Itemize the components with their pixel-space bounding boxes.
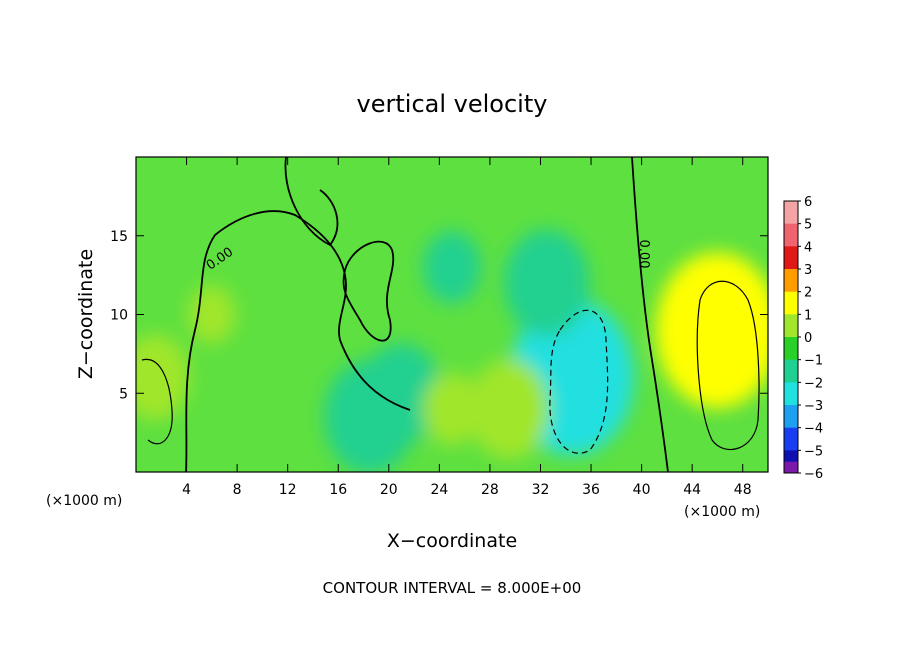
colorbar-label: −2 [804, 376, 823, 391]
colorbar-segment [784, 427, 798, 451]
chart-title: vertical velocity [357, 90, 548, 118]
colorbar-segment [784, 337, 798, 361]
x-tick-label: 24 [430, 482, 448, 498]
colorbar-label: −5 [804, 444, 823, 459]
x-tick-label: 20 [380, 482, 398, 498]
field-blob-4-ring-1 [423, 231, 481, 304]
field-blob-9-ring-1 [188, 285, 236, 344]
colorbar-segment [784, 359, 798, 383]
contour-left-core [141, 358, 173, 445]
colorbar-segment [784, 405, 798, 429]
field-blob-8-ring-1 [423, 373, 481, 445]
x-tick-label: 4 [182, 482, 191, 498]
x-tick-label: 28 [481, 482, 499, 498]
colorbar-segment [784, 246, 798, 270]
x-tick-label: 48 [734, 482, 752, 498]
colorbar-label: 1 [804, 308, 812, 323]
colorbar-segment [784, 201, 798, 225]
plot-area [136, 157, 768, 472]
contour-lines [141, 157, 760, 472]
y-tick-label: 5 [119, 386, 128, 402]
colorbar-label: −3 [804, 399, 823, 414]
colorbar-segment [784, 314, 798, 338]
x-tick-label: 40 [633, 482, 651, 498]
colorbar-label: 0 [804, 331, 812, 346]
y-tick-label: 15 [110, 229, 128, 245]
colorbar-segment [784, 382, 798, 406]
colorbar-segment [784, 291, 798, 315]
x-tick-label: 16 [329, 482, 347, 498]
colorbar-label: −6 [804, 467, 823, 482]
colorbar-segment [784, 223, 798, 247]
contour-zero-left [185, 210, 411, 472]
contour-zero-right [631, 157, 669, 472]
field-blob-3-ring-1 [504, 229, 590, 337]
contour-cell-mid [342, 240, 395, 342]
x-tick-label: 12 [279, 482, 297, 498]
y-axis-title: Z−coordinate [75, 249, 97, 379]
colorbar-label: 5 [804, 218, 812, 233]
colorbar-segment [784, 269, 798, 293]
colorbar-label: 4 [804, 240, 812, 255]
contour-updraft-core [696, 280, 760, 450]
field-blob-1-ring-1 [655, 252, 768, 409]
contour-interval-note: CONTOUR INTERVAL = 8.000E+00 [323, 579, 582, 597]
colorbar-label: 6 [804, 195, 812, 210]
contour-downdraft-core [549, 309, 609, 454]
velocity-field [136, 229, 768, 472]
x-tick-label: 8 [233, 482, 242, 498]
colorbar-label: 3 [804, 263, 812, 278]
field-blob-7-ring-1 [361, 343, 442, 444]
field-blob-0-ring-1 [136, 334, 190, 421]
contour-label-right: 0.00 [636, 240, 651, 269]
x-tick-label: 44 [683, 482, 701, 498]
x-tick-label: 36 [582, 482, 600, 498]
x-tick-label: 32 [532, 482, 550, 498]
colorbar-label: −4 [804, 422, 823, 437]
y-tick-label: 10 [110, 308, 128, 324]
colorbar-label: −1 [804, 354, 823, 369]
x-unit-label-left: (×1000 m) [46, 493, 122, 509]
colorbar: 6 5 4 3 2 1 0 −1 −2 −3 −4 −5 −6 [783, 195, 823, 482]
field-blob-6-ring-1 [468, 359, 549, 459]
colorbar-segment [784, 461, 798, 473]
x-unit-label-right: (×1000 m) [684, 504, 760, 520]
contour-zero-top [284, 157, 339, 247]
x-axis-ticks: 4 8 12 16 20 24 28 32 36 40 44 48 [182, 157, 752, 498]
y-axis-ticks: 5 10 15 [110, 229, 768, 402]
colorbar-label: 2 [804, 286, 812, 301]
x-axis-title: X−coordinate [387, 530, 517, 552]
